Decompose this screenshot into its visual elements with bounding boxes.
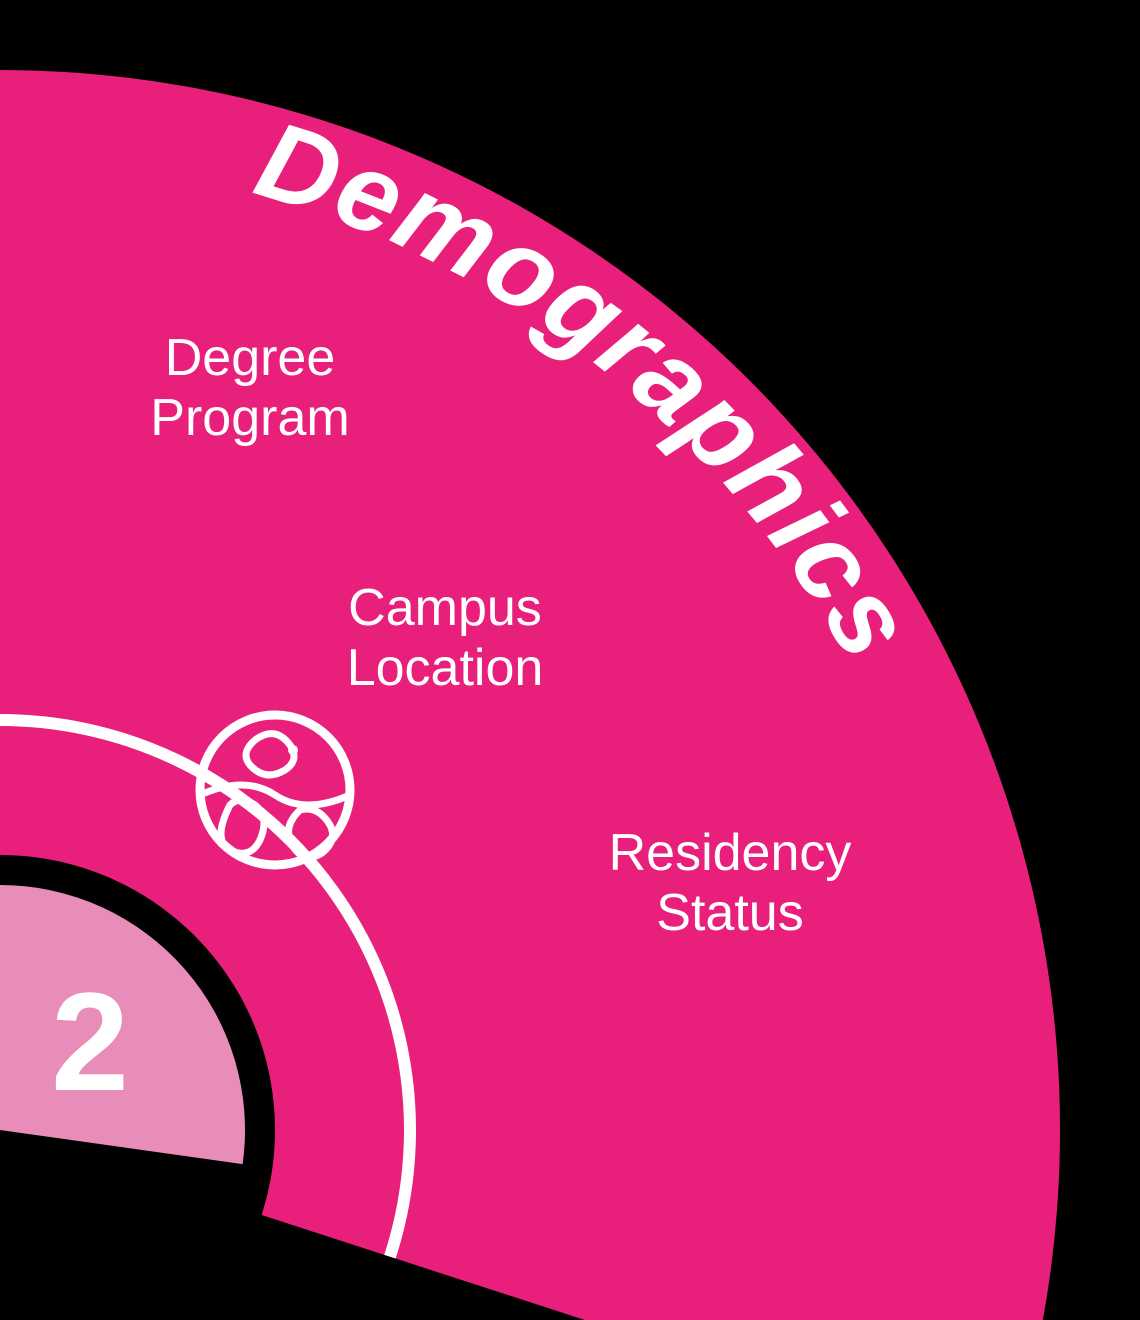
section-number: 2 [51,963,129,1120]
item-label: DegreeProgram [150,329,349,447]
item-label: CampusLocation [347,579,544,697]
